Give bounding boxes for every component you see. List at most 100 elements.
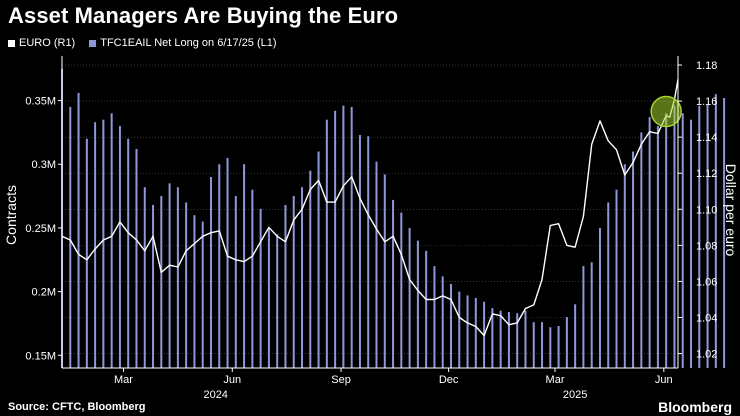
bar [325, 119, 328, 369]
bar [615, 189, 618, 368]
tick-label-right: 1.08 [696, 240, 717, 252]
bar [499, 310, 502, 368]
bar [441, 276, 444, 368]
tick-label-x: Dec [439, 374, 459, 386]
bar [143, 187, 146, 368]
bar [110, 113, 113, 368]
bar [632, 151, 635, 368]
bar [690, 119, 693, 369]
bar [408, 227, 411, 368]
tick-label-x: Mar [114, 374, 133, 386]
bar [714, 94, 717, 369]
bar [135, 148, 138, 368]
bar [334, 110, 337, 368]
bar [201, 221, 204, 368]
bar [524, 310, 527, 368]
bar [532, 322, 535, 368]
bar [193, 215, 196, 368]
euro-line [61, 79, 679, 337]
bar [665, 113, 668, 368]
bar [698, 105, 701, 368]
bar [565, 317, 568, 368]
bar [251, 189, 254, 368]
bar [623, 164, 626, 368]
bar [474, 297, 477, 368]
tick-label-right: 1.18 [696, 60, 717, 72]
year-label: 2025 [563, 389, 587, 401]
bar [85, 138, 88, 368]
bar [259, 208, 262, 368]
bar [723, 98, 726, 369]
legend: EURO (R1) TFC1EAIL Net Long on 6/17/25 (… [8, 37, 277, 49]
bar [466, 295, 469, 368]
bar [706, 104, 709, 368]
bar [69, 106, 72, 368]
bar [516, 313, 519, 368]
tick-label-left: 0.35M [25, 96, 56, 108]
tick-label-x: Mar [546, 374, 565, 386]
bar [541, 322, 544, 368]
bar [317, 151, 320, 368]
bar [491, 308, 494, 368]
source-note: Source: CFTC, Bloomberg [8, 401, 146, 413]
bar [367, 136, 370, 368]
tick-label-x: Sep [331, 374, 351, 386]
bar-series [61, 68, 726, 369]
legend-label-net-long: TFC1EAIL Net Long on 6/17/25 (L1) [100, 37, 277, 49]
axes: 1.02 1.04 1.06 1.08 1.10 1.12 1.14 1.16 1.18 0.15… [25, 56, 717, 401]
brand-logo: Bloomberg [658, 399, 732, 415]
chart-title: Asset Managers Are Buying the Euro [8, 3, 399, 28]
bar [243, 164, 246, 368]
bar [209, 176, 212, 368]
tick-label-right: 1.14 [696, 132, 717, 144]
tick-label-right: 1.06 [696, 276, 717, 288]
legend-swatch-net-long [89, 39, 97, 47]
bar [449, 283, 452, 368]
bar [425, 250, 428, 368]
bar [102, 119, 105, 369]
bar [284, 204, 287, 368]
bar [416, 240, 419, 368]
tick-label-right: 1.10 [696, 204, 717, 216]
bar [375, 161, 378, 368]
bar [350, 106, 353, 368]
tick-label-left: 0.3M [32, 159, 56, 171]
bar [218, 164, 221, 368]
tick-label-right: 1.16 [696, 96, 717, 108]
tick-label-right: 1.02 [696, 349, 717, 361]
line-series [61, 79, 682, 337]
bar [127, 138, 130, 368]
legend-swatch-euro [8, 39, 15, 47]
bar [276, 234, 279, 368]
legend-item-euro: EURO (R1) [8, 37, 75, 49]
bar [507, 311, 510, 368]
tick-label-left: 0.25M [25, 223, 56, 235]
tick-label-left: 0.15M [25, 350, 56, 362]
bar [342, 105, 345, 368]
bar [590, 262, 593, 368]
bar [433, 266, 436, 368]
legend-item-net-long: TFC1EAIL Net Long on 6/17/25 (L1) [89, 37, 277, 49]
bar [226, 157, 229, 368]
tick-label-right: 1.04 [696, 313, 717, 325]
bar [267, 227, 270, 368]
grid-lines [62, 64, 678, 354]
bar [358, 134, 361, 368]
tick-label-left: 0.2M [32, 287, 56, 299]
bar [598, 227, 601, 368]
bar [185, 202, 188, 368]
bar [118, 126, 121, 368]
bar [77, 92, 80, 369]
highlight-circle [650, 95, 682, 128]
bar [673, 105, 676, 368]
bar [309, 170, 312, 368]
bar [383, 174, 386, 368]
year-label: 2024 [203, 389, 227, 401]
bar [648, 117, 651, 369]
bar [557, 325, 560, 368]
bar [582, 266, 585, 368]
bar [574, 304, 577, 368]
bar [152, 204, 155, 368]
bar [292, 196, 295, 368]
